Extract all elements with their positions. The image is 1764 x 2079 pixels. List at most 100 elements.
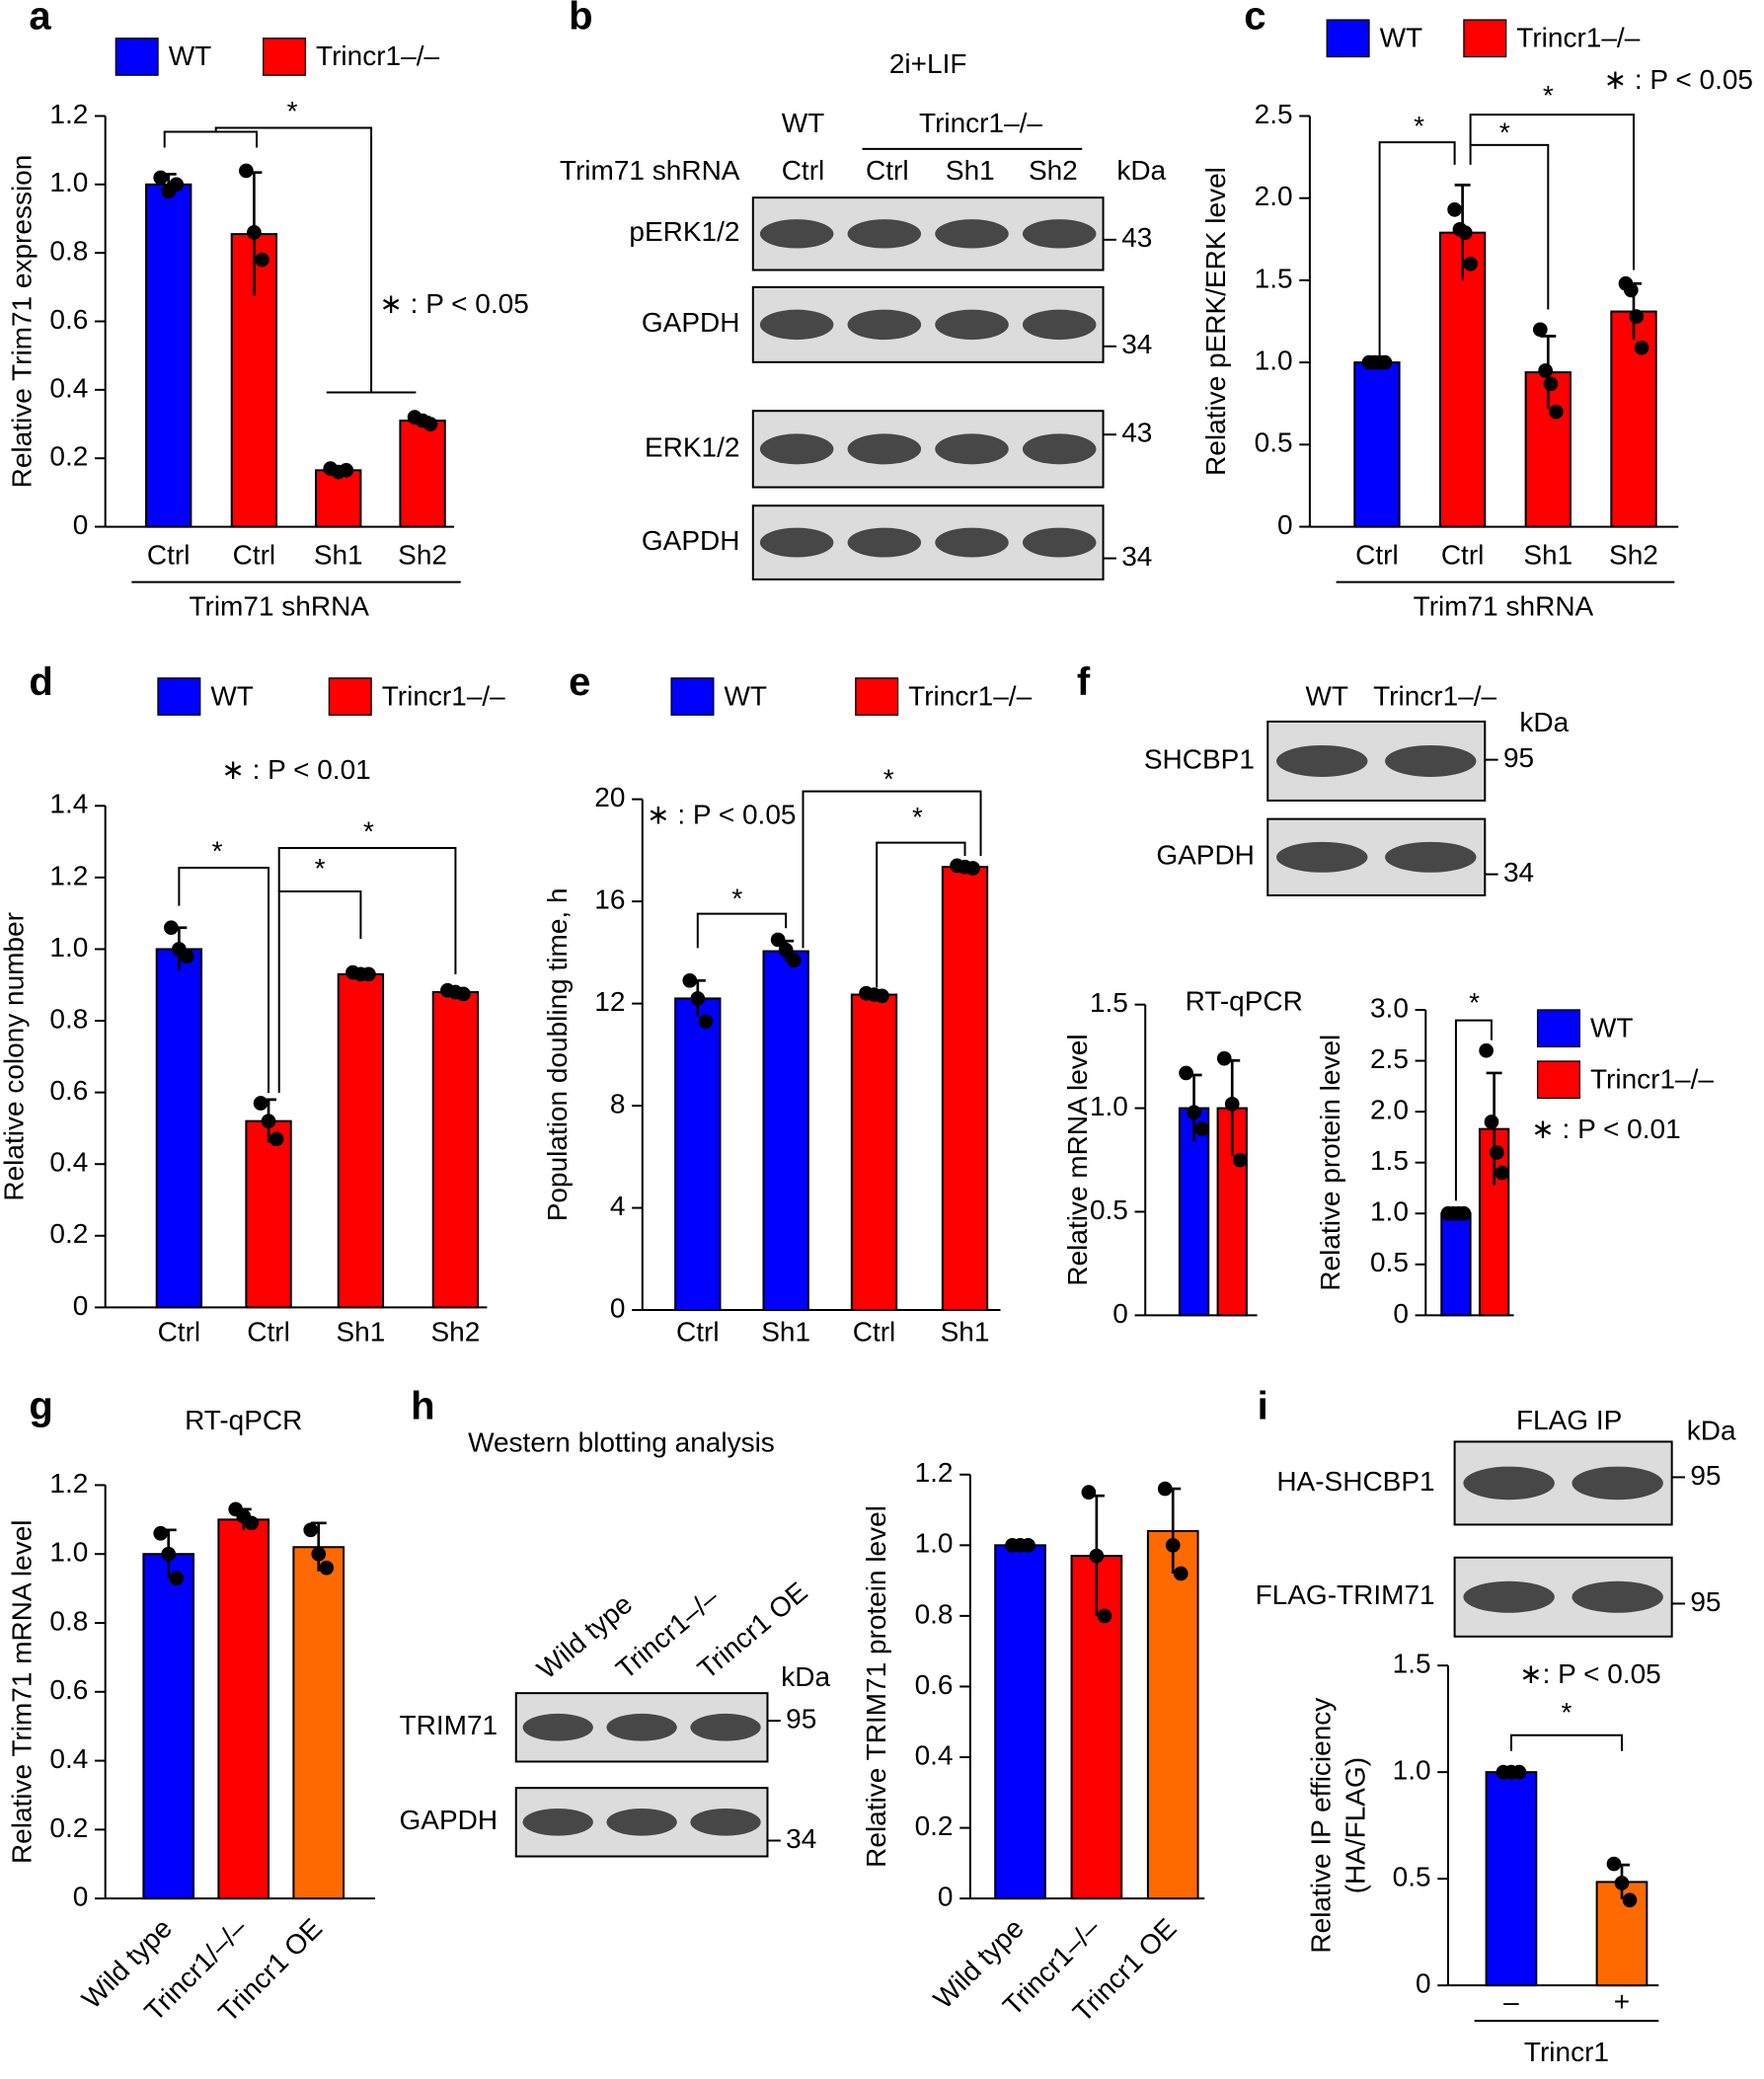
bar (399, 420, 446, 528)
data-point (1622, 1892, 1638, 1908)
lane-label: Trincr1–/– (1373, 680, 1496, 711)
lane-label: WT (1305, 680, 1348, 711)
marker-label: 34 (1121, 541, 1152, 572)
blot-band (1022, 309, 1097, 341)
group-label: Trincr1 (1524, 2037, 1609, 2067)
data-point (1194, 1121, 1209, 1136)
bar (1353, 361, 1401, 528)
blot-band (690, 1808, 761, 1836)
y-tick-label: 0 (610, 1292, 626, 1323)
data-point (153, 1525, 169, 1541)
row-label: FLAG-TRIM71 (1256, 1579, 1435, 1610)
data-point (169, 1571, 185, 1585)
y-tick-label: 0.5 (1090, 1194, 1128, 1225)
blot-band (522, 1713, 593, 1741)
y-tick-label: 0.6 (49, 1674, 88, 1705)
bar (994, 1544, 1046, 1900)
significance-bracket (277, 889, 362, 1094)
bar (155, 948, 203, 1309)
data-point (1173, 1566, 1189, 1581)
y-tick-label: 3.0 (1370, 992, 1409, 1023)
legend-swatch (1536, 1060, 1580, 1100)
y-tick-label: 0 (1277, 509, 1293, 540)
data-point (1629, 309, 1644, 324)
y-tick-label: 4 (610, 1191, 626, 1221)
y-tick-label: 0.6 (49, 304, 88, 335)
p-value-label: ∗ : P < 0.05 (647, 799, 796, 829)
legend-label: Trincr1–/– (382, 680, 505, 711)
y-tick-label: 0.5 (1255, 427, 1293, 458)
data-point (1165, 1537, 1181, 1553)
y-tick-label: 0.2 (49, 441, 88, 472)
y-tick-label: 1.0 (915, 1528, 954, 1559)
bar (245, 1119, 292, 1309)
row-label: Trim71 shRNA (560, 155, 740, 186)
row-label: pERK1/2 (629, 216, 739, 247)
legend-swatch (263, 38, 307, 76)
data-point (1447, 202, 1462, 217)
blot-band (522, 1808, 593, 1836)
x-tick-label: Sh2 (1609, 540, 1658, 571)
x-tick-label: Sh1 (941, 1316, 990, 1347)
y-axis-label: Population doubling time, h (542, 887, 573, 1221)
bar (1178, 1107, 1210, 1317)
significance-star: * (287, 96, 298, 126)
y-tick-label: 0.8 (915, 1598, 954, 1629)
blot-band (847, 527, 922, 558)
group-label: Trincr1–/– (919, 108, 1042, 138)
legend-swatch (1463, 19, 1507, 58)
bar (217, 1518, 270, 1900)
data-point (690, 991, 706, 1006)
bar (1610, 310, 1657, 528)
significance-bracket (1378, 141, 1456, 356)
data-point (682, 972, 698, 988)
y-axis-label: Relative colony number (0, 912, 29, 1201)
data-point (770, 932, 786, 948)
data-point (1224, 1097, 1240, 1112)
y-tick-label: 1.4 (49, 789, 88, 819)
x-tick-label: Ctrl (1441, 540, 1485, 571)
y-tick-label: 1.0 (1370, 1196, 1409, 1227)
data-point (255, 252, 269, 268)
x-tick-label: Ctrl (1355, 540, 1399, 571)
y-tick-label: 1.0 (1090, 1091, 1128, 1121)
marker-label: 95 (1503, 742, 1534, 773)
panel-letter: i (1258, 1385, 1268, 1428)
y-axis-label: Relative Trim71 mRNA level (6, 1520, 37, 1865)
unit-label: kDa (1519, 707, 1569, 737)
data-point (1377, 354, 1393, 370)
bar (674, 997, 722, 1312)
p-value-label: ∗ : P < 0.05 (379, 288, 528, 319)
lane-label: Ctrl (866, 155, 909, 186)
blot-band (759, 219, 834, 249)
legend-label: WT (724, 680, 767, 711)
y-tick-label: 1.2 (915, 1457, 954, 1488)
y-tick-label: 0.5 (1393, 1862, 1431, 1892)
data-point (180, 949, 194, 964)
group-label: Trim71 shRNA (1414, 591, 1594, 622)
data-point (1089, 1548, 1105, 1564)
row-label: GAPDH (642, 525, 740, 556)
y-tick-label: 2.0 (1370, 1095, 1409, 1125)
significance-star: * (315, 853, 326, 884)
y-tick-label: 1.0 (49, 1537, 88, 1568)
blot-band (935, 433, 1009, 465)
blot-band (935, 219, 1009, 249)
y-tick-label: 0.8 (49, 1605, 88, 1636)
blot-band (1385, 841, 1477, 873)
data-point (303, 1522, 319, 1538)
chart-title: RT-qPCR (185, 1405, 302, 1435)
blot-band (847, 309, 922, 341)
y-tick-label: 1.5 (1255, 263, 1293, 293)
blot-band (759, 433, 834, 465)
data-point (1097, 1608, 1112, 1624)
significance-bracket (163, 130, 259, 148)
significance-star: * (1562, 1697, 1572, 1728)
blot-title: 2i+LIF (889, 48, 967, 79)
significance-bracket (214, 126, 373, 393)
data-point (1479, 1042, 1494, 1058)
data-point (244, 1515, 260, 1531)
blot-band (759, 309, 834, 341)
